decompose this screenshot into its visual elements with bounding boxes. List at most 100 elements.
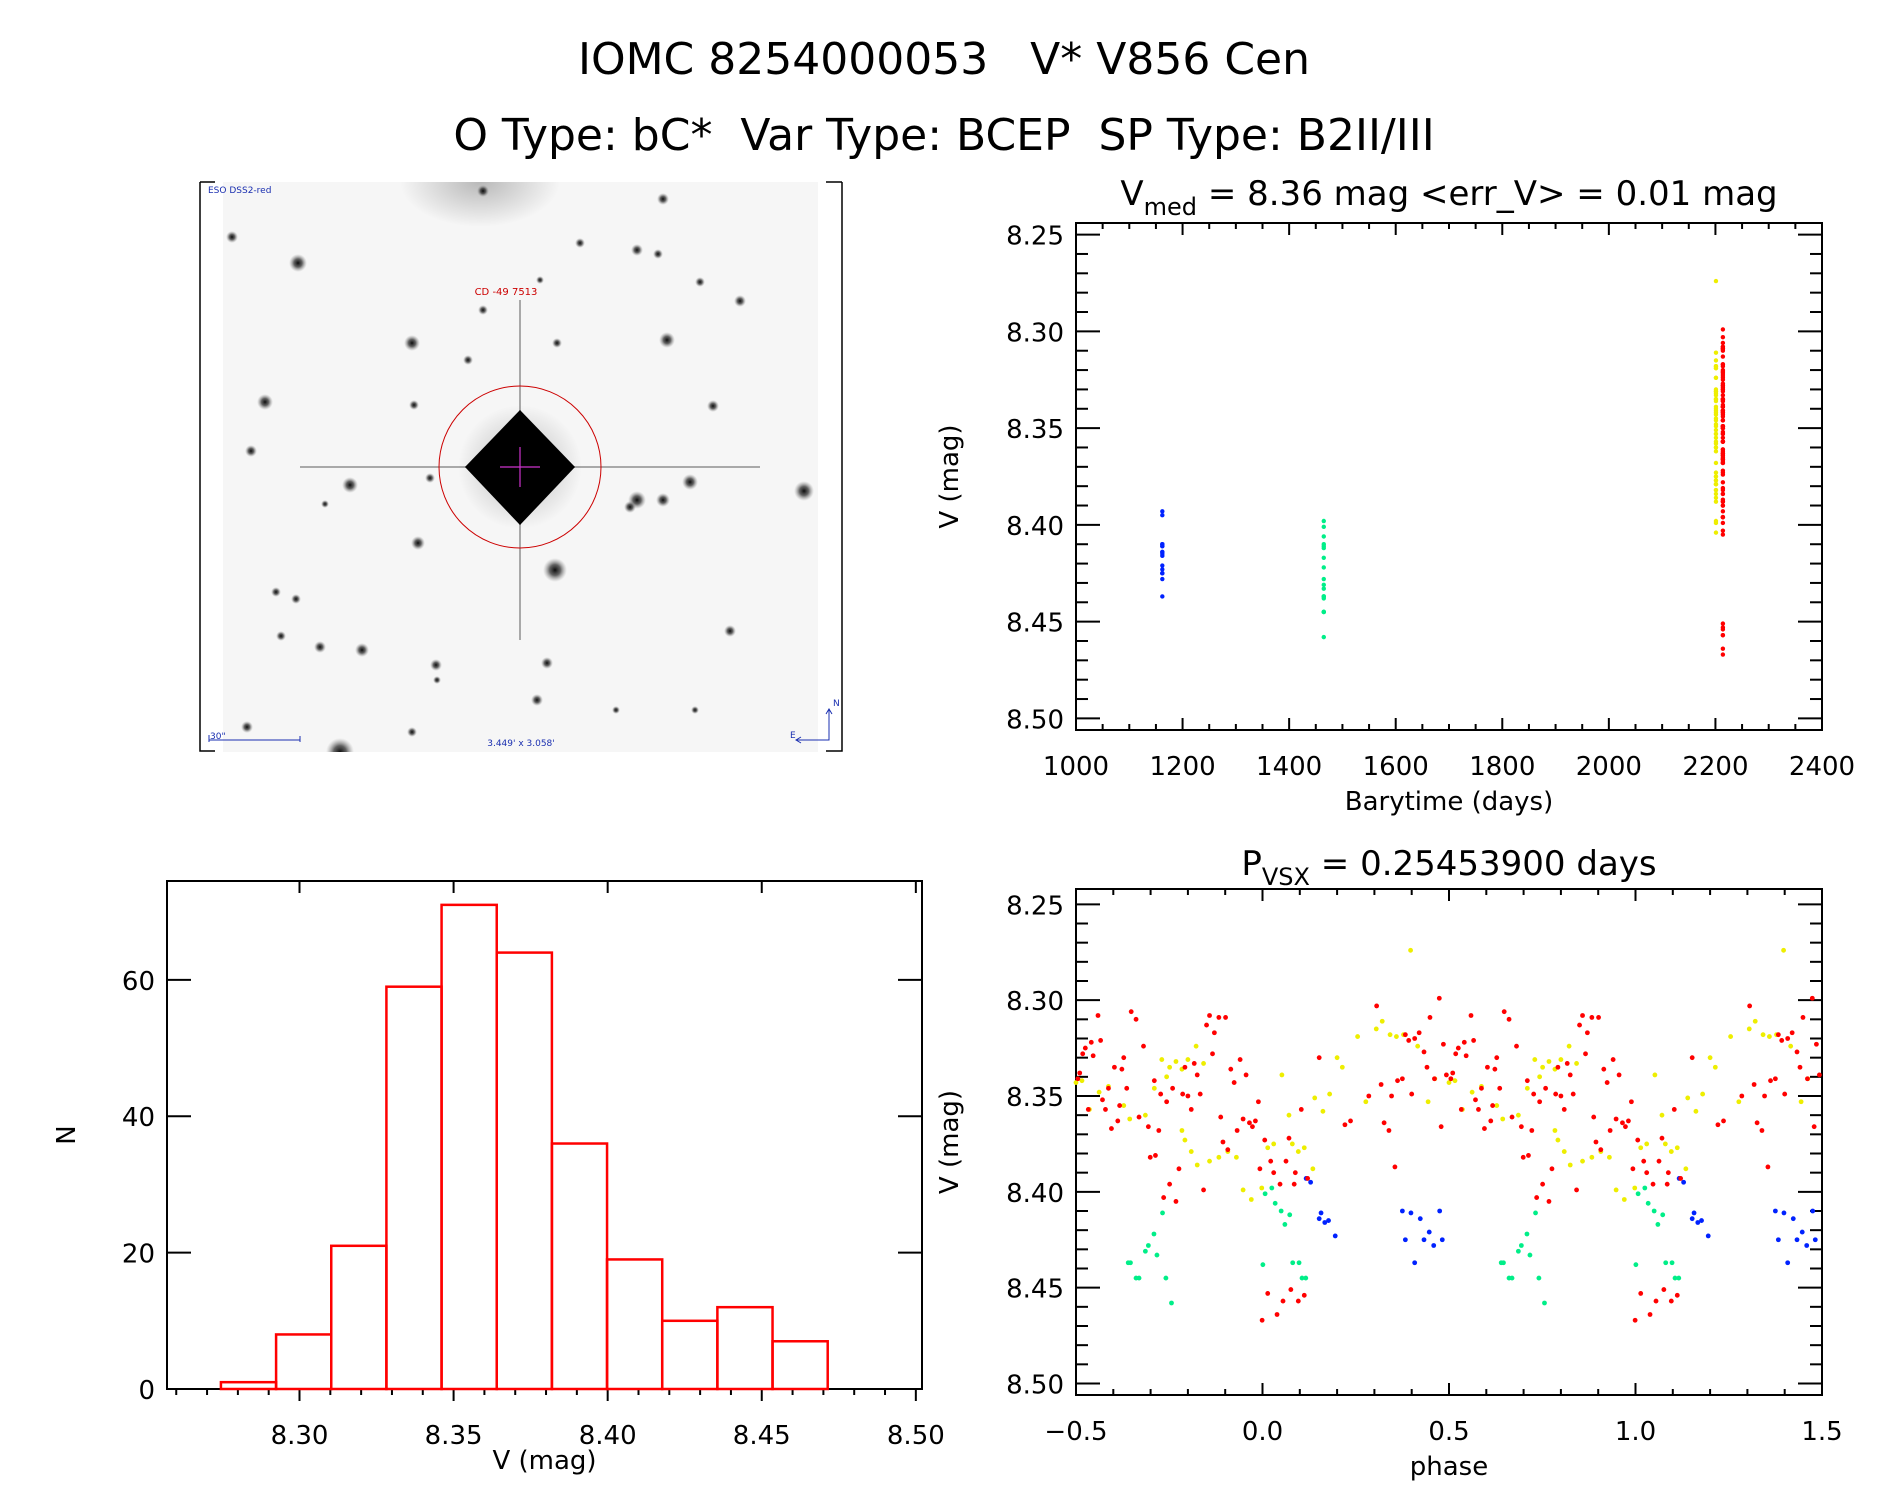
east-label: E — [790, 731, 796, 741]
data-point — [1543, 1085, 1549, 1091]
data-point — [1321, 586, 1326, 591]
data-point — [1713, 375, 1719, 381]
data-point — [1197, 1091, 1203, 1097]
data-point — [1794, 1237, 1800, 1243]
data-point — [1642, 1185, 1648, 1191]
star — [695, 277, 705, 287]
star — [425, 473, 435, 483]
star — [271, 587, 281, 597]
title-text: = 0.25453900 days — [1310, 844, 1657, 884]
data-point — [1259, 1317, 1265, 1323]
data-point — [1765, 1164, 1771, 1170]
data-point — [1713, 363, 1719, 369]
data-point — [1785, 1260, 1791, 1266]
data-point — [1751, 1082, 1757, 1087]
data-point — [1436, 995, 1442, 1001]
data-point — [1455, 1045, 1461, 1051]
y-axis-label: V (mag) — [935, 1090, 965, 1194]
data-point — [1601, 1066, 1607, 1072]
data-point — [1501, 1009, 1507, 1015]
data-point — [1720, 423, 1726, 429]
data-point — [1308, 1179, 1314, 1185]
data-point — [1228, 1066, 1234, 1072]
data-point — [1752, 1018, 1758, 1024]
histogram-bar — [219, 1380, 278, 1391]
data-point — [1789, 1030, 1795, 1036]
y-tick-label: 8.30 — [1006, 987, 1064, 1017]
data-point — [1596, 1015, 1601, 1020]
data-point — [1713, 404, 1719, 410]
target-circle — [438, 385, 602, 549]
y-tick-label: 0 — [138, 1376, 155, 1406]
data-point — [1720, 381, 1726, 386]
data-point — [1591, 1114, 1597, 1120]
data-point — [1811, 1124, 1817, 1130]
star — [276, 631, 286, 641]
data-point — [1518, 1243, 1524, 1248]
crosshair-icon — [500, 447, 540, 487]
data-point — [1720, 520, 1726, 526]
data-point — [1080, 1051, 1086, 1057]
data-point — [1402, 1032, 1408, 1038]
data-point — [1193, 1043, 1199, 1049]
data-point — [1301, 1292, 1307, 1298]
data-point — [1720, 396, 1726, 402]
data-point — [1259, 1185, 1265, 1191]
star — [241, 721, 253, 733]
data-point — [1310, 1166, 1316, 1172]
data-point — [1782, 1091, 1788, 1097]
data-point — [1713, 487, 1719, 493]
data-point — [1272, 1200, 1278, 1206]
chart-title: Vmed = 8.36 mag <err_V> = 0.01 mag — [1120, 174, 1777, 221]
data-point — [1147, 1154, 1153, 1160]
data-point — [1699, 1218, 1704, 1223]
data-point — [1720, 453, 1726, 458]
data-point — [1271, 1141, 1277, 1147]
star — [659, 332, 675, 348]
data-point — [1247, 1120, 1252, 1126]
data-point — [1739, 1093, 1745, 1099]
data-point — [1583, 1051, 1588, 1057]
data-point — [1321, 582, 1326, 588]
data-point — [1712, 1064, 1718, 1070]
star — [326, 738, 354, 752]
data-point — [1772, 1076, 1778, 1082]
data-point — [1296, 1260, 1302, 1266]
y-tick-label: 8.50 — [1006, 1371, 1064, 1401]
data-point — [1283, 1158, 1289, 1164]
data-point — [1638, 1145, 1644, 1151]
x-axis-label: V (mag) — [492, 1446, 596, 1476]
x-tick-label: 8.45 — [733, 1421, 791, 1451]
data-point — [1438, 1124, 1444, 1130]
scale-label: 30" — [210, 732, 226, 742]
data-point — [1109, 1126, 1114, 1131]
data-point — [1210, 1051, 1215, 1057]
data-point — [1320, 1108, 1326, 1114]
data-point — [1671, 1107, 1677, 1112]
data-point — [1142, 1248, 1148, 1254]
star — [478, 305, 488, 315]
data-point — [1399, 1208, 1405, 1214]
data-point — [1316, 1216, 1322, 1222]
data-point — [1381, 1120, 1387, 1126]
data-point — [1524, 1231, 1530, 1237]
data-point — [1412, 1260, 1418, 1266]
data-point — [1151, 1231, 1157, 1237]
data-point — [1705, 1233, 1711, 1239]
data-point — [1121, 1055, 1127, 1061]
data-point — [1201, 1061, 1206, 1066]
data-point — [1531, 1091, 1537, 1097]
star — [355, 643, 369, 657]
data-point — [1494, 1055, 1500, 1061]
data-point — [1695, 1220, 1701, 1225]
data-point — [1720, 460, 1726, 466]
data-point — [1809, 995, 1815, 1001]
data-point — [1133, 1016, 1139, 1022]
data-point — [1191, 1061, 1197, 1066]
data-point — [1720, 367, 1726, 373]
data-point — [1090, 1053, 1096, 1059]
object-type-subtitle: O Type: bC* Var Type: BCEP SP Type: B2II… — [453, 110, 1434, 161]
data-point — [1441, 1041, 1446, 1047]
data-point — [1452, 1078, 1458, 1084]
